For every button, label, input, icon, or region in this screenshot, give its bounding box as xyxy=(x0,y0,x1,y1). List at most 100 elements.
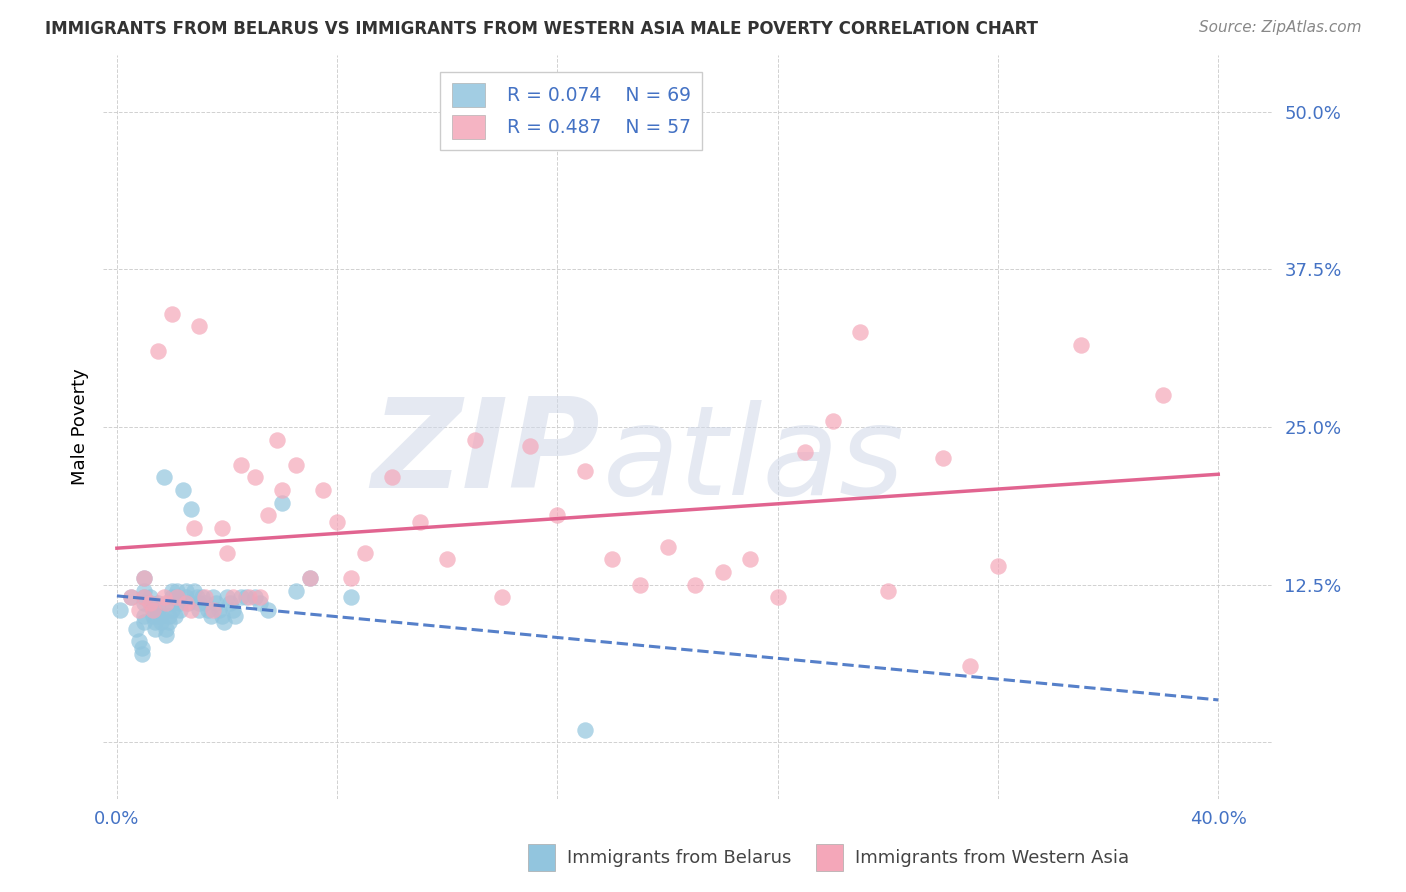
Point xyxy=(353,546,375,560)
Point xyxy=(574,464,596,478)
Point xyxy=(142,609,165,624)
Point xyxy=(235,590,257,604)
Point xyxy=(188,319,211,334)
Point xyxy=(160,597,183,611)
Point xyxy=(215,546,238,560)
Point xyxy=(120,590,142,604)
Point xyxy=(149,615,172,630)
Point xyxy=(200,609,222,624)
Point xyxy=(160,603,183,617)
Point xyxy=(166,583,188,598)
Point xyxy=(409,515,432,529)
Point xyxy=(194,597,217,611)
Point xyxy=(519,439,541,453)
Point xyxy=(464,433,486,447)
Point xyxy=(205,597,228,611)
Point xyxy=(298,571,321,585)
Point xyxy=(172,483,194,497)
Point xyxy=(134,571,156,585)
Point xyxy=(1070,338,1092,352)
Point xyxy=(166,590,188,604)
Point xyxy=(194,590,217,604)
Text: atlas: atlas xyxy=(603,400,905,521)
Point xyxy=(312,483,335,497)
Point xyxy=(208,603,231,617)
Point xyxy=(174,597,197,611)
Point xyxy=(197,603,219,617)
Point xyxy=(211,521,233,535)
Point xyxy=(142,603,165,617)
Point xyxy=(271,495,294,509)
Point xyxy=(243,470,266,484)
Text: Immigrants from Belarus: Immigrants from Belarus xyxy=(567,849,792,867)
Point xyxy=(169,597,191,611)
Point xyxy=(152,590,174,604)
Point xyxy=(169,603,191,617)
Point xyxy=(202,590,225,604)
Point xyxy=(174,583,197,598)
Point xyxy=(160,583,183,598)
Point xyxy=(214,615,236,630)
Point xyxy=(218,597,240,611)
Point xyxy=(139,597,162,611)
Point xyxy=(134,609,156,624)
Point xyxy=(166,590,188,604)
Point xyxy=(131,640,153,655)
Point xyxy=(145,615,167,630)
Point xyxy=(160,307,183,321)
Point xyxy=(134,590,156,604)
Point xyxy=(180,502,202,516)
Point xyxy=(298,571,321,585)
Point xyxy=(145,622,167,636)
Point xyxy=(284,583,307,598)
Text: Immigrants from Western Asia: Immigrants from Western Asia xyxy=(855,849,1129,867)
Point xyxy=(188,603,211,617)
Point xyxy=(711,565,734,579)
Point xyxy=(987,558,1010,573)
Point xyxy=(1152,388,1174,402)
Point xyxy=(821,414,844,428)
Point xyxy=(131,647,153,661)
Point xyxy=(326,515,349,529)
Point xyxy=(148,609,170,624)
Point xyxy=(149,609,172,624)
Point xyxy=(284,458,307,472)
Point xyxy=(574,723,596,737)
Point xyxy=(177,597,200,611)
Point xyxy=(602,552,624,566)
Point xyxy=(794,445,817,459)
Point xyxy=(215,590,238,604)
Point xyxy=(876,583,898,598)
Point xyxy=(180,603,202,617)
Text: ZIP: ZIP xyxy=(371,392,600,514)
Point xyxy=(683,577,706,591)
Text: IMMIGRANTS FROM BELARUS VS IMMIGRANTS FROM WESTERN ASIA MALE POVERTY CORRELATION: IMMIGRANTS FROM BELARUS VS IMMIGRANTS FR… xyxy=(45,20,1038,37)
Point xyxy=(249,597,271,611)
Point xyxy=(157,609,180,624)
Point xyxy=(139,597,162,611)
Point xyxy=(271,483,294,497)
Point xyxy=(155,628,177,642)
Point xyxy=(134,597,156,611)
Point xyxy=(766,590,789,604)
Point xyxy=(160,590,183,604)
Point xyxy=(266,433,288,447)
Point xyxy=(628,577,651,591)
Point xyxy=(183,583,205,598)
Point xyxy=(243,590,266,604)
Point xyxy=(491,590,513,604)
Point xyxy=(186,590,208,604)
Point xyxy=(224,609,246,624)
Point xyxy=(221,603,243,617)
Point xyxy=(191,590,214,604)
Point xyxy=(229,458,252,472)
Point xyxy=(849,326,872,340)
Point xyxy=(163,609,186,624)
Point xyxy=(249,590,271,604)
Point xyxy=(152,470,174,484)
Point xyxy=(932,451,955,466)
Point xyxy=(134,583,156,598)
Point xyxy=(211,609,233,624)
Point xyxy=(257,508,280,523)
Point xyxy=(546,508,568,523)
